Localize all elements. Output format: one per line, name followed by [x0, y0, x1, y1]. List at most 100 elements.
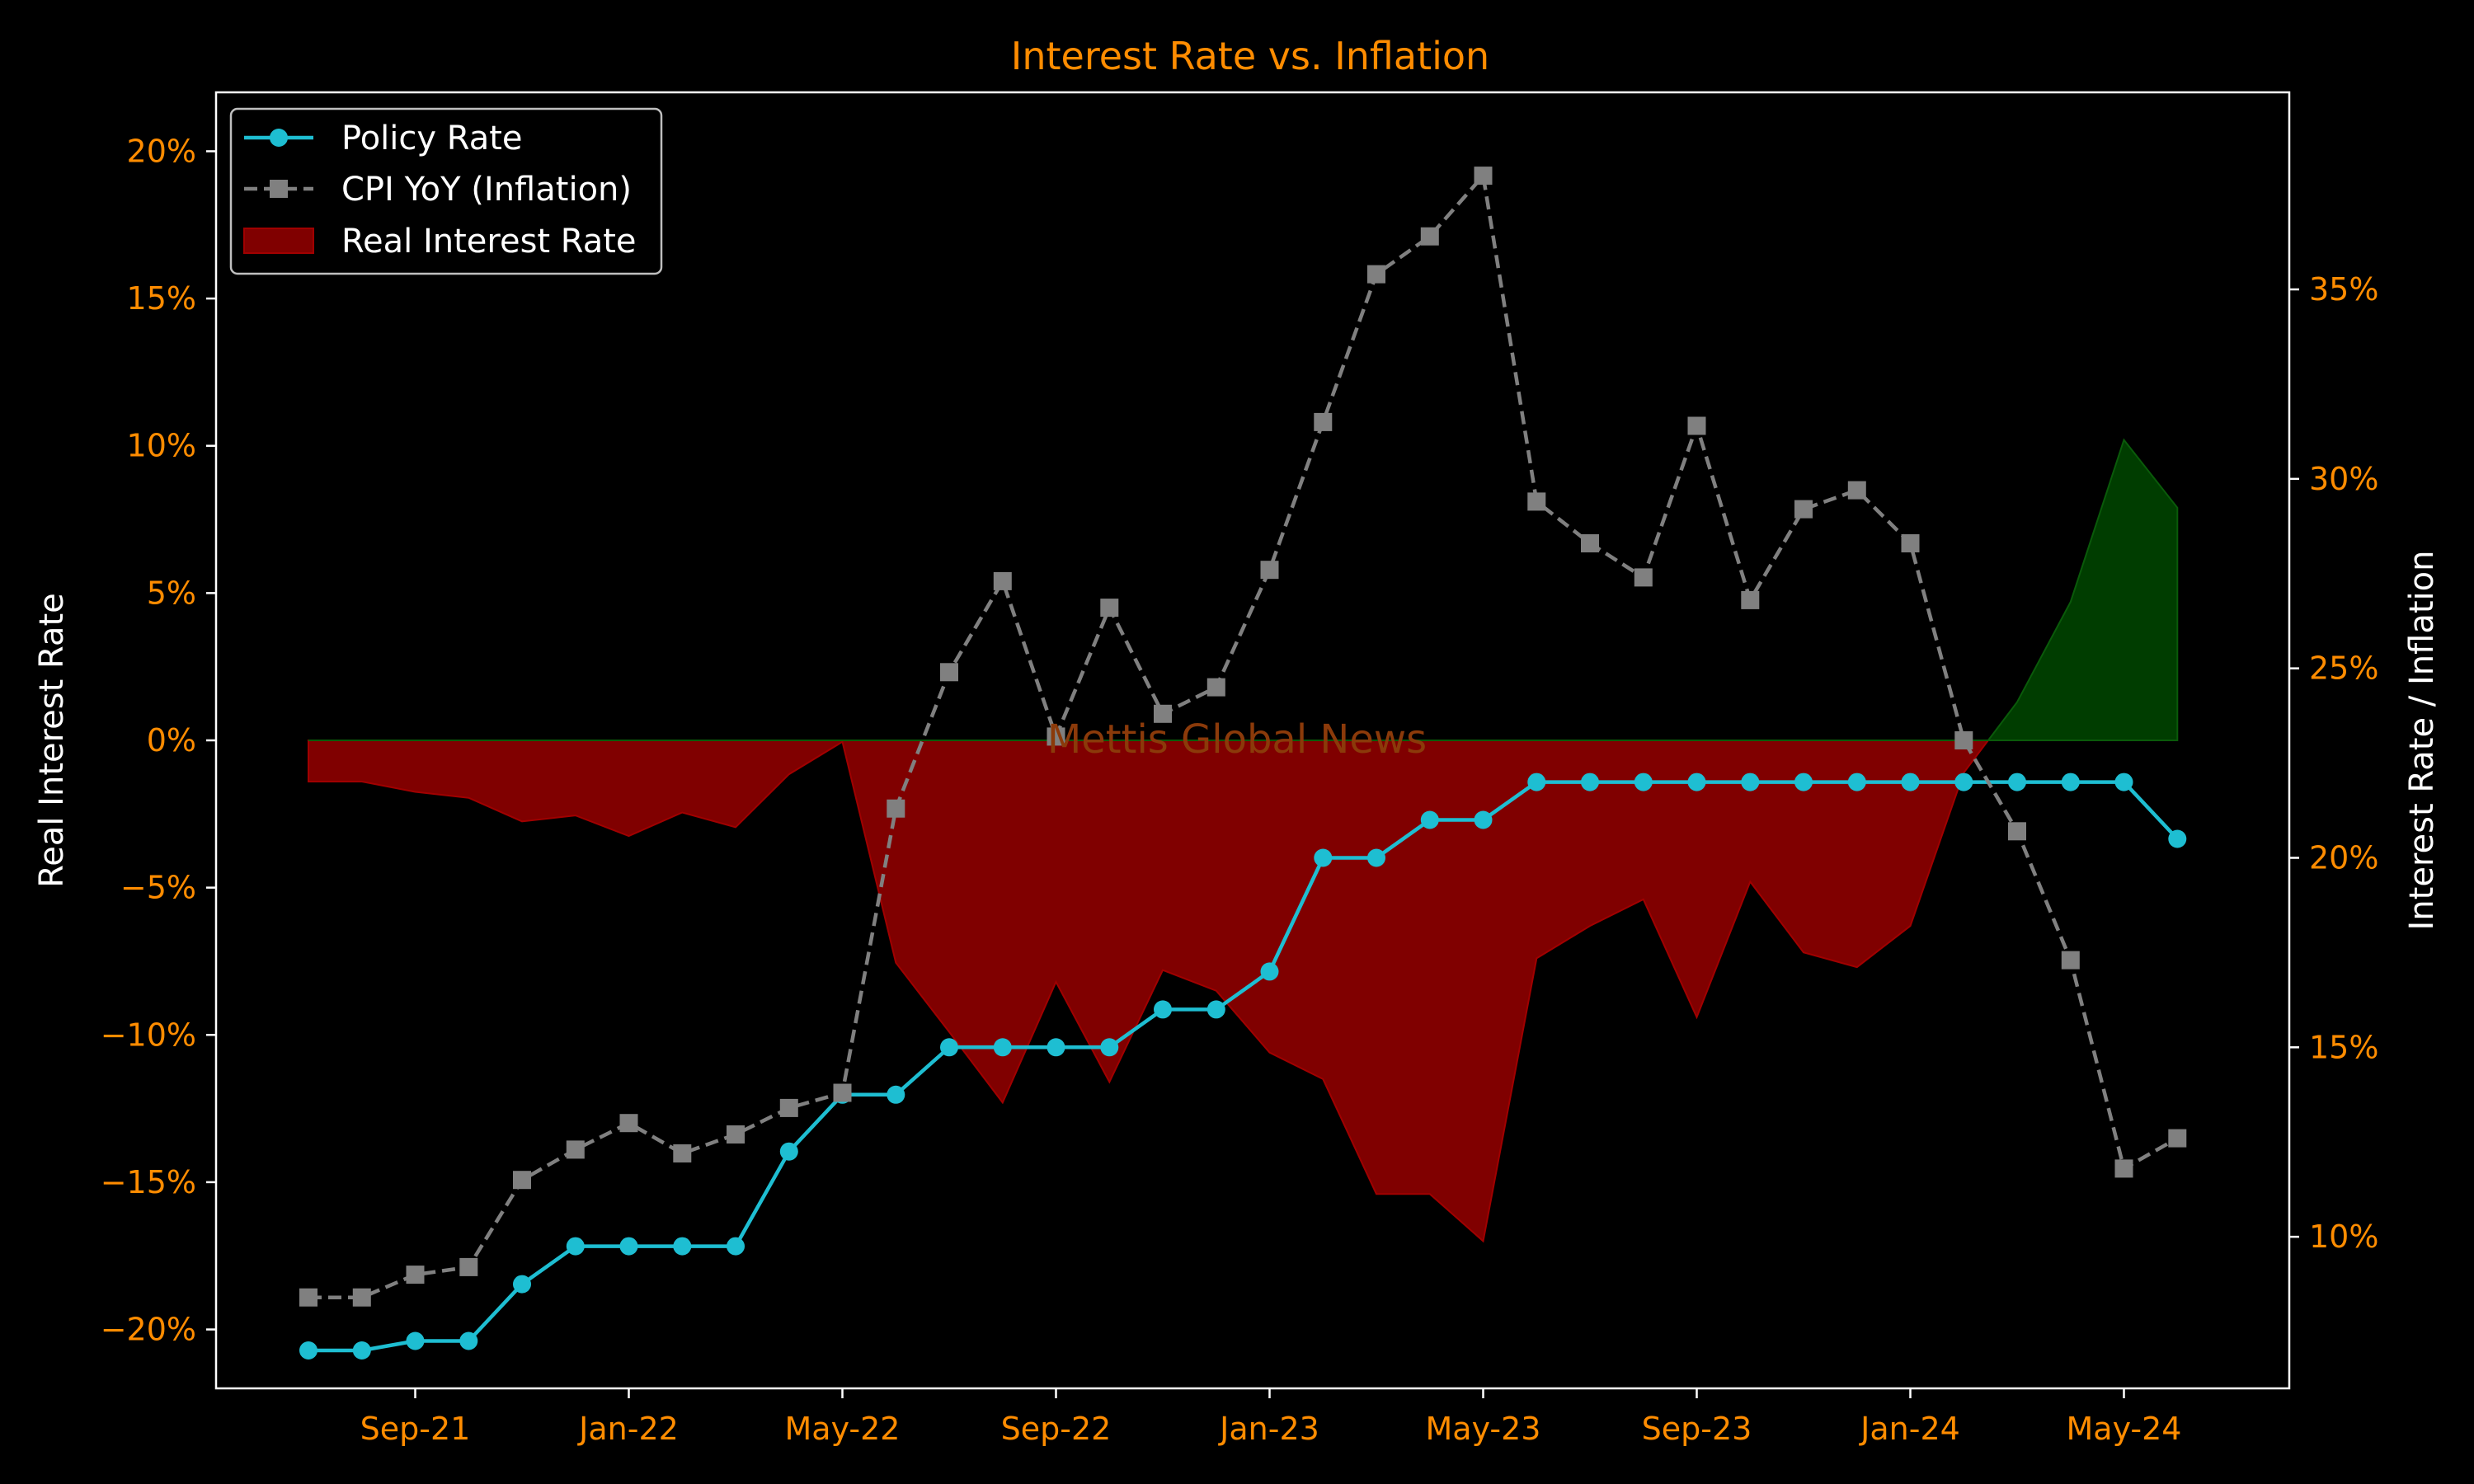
policy-rate-point [1527, 773, 1546, 791]
policy-rate-point [993, 1038, 1012, 1057]
cpi-yoy-inflation-point [833, 1083, 852, 1102]
left-tick-label: 10% [127, 428, 196, 464]
legend: Policy Rate CPI YoY (Inflation) Real Int… [229, 107, 663, 275]
cpi-yoy-inflation-point [2114, 1159, 2133, 1178]
policy-rate-point [1206, 1000, 1225, 1019]
x-tick-label: Sep-22 [1001, 1411, 1112, 1447]
x-tick-label: Jan-24 [1859, 1411, 1960, 1447]
x-tick-label: Jan-23 [1218, 1411, 1319, 1447]
policy-rate-point [1367, 848, 1385, 867]
cpi-yoy-inflation-point [459, 1257, 478, 1276]
cpi-yoy-inflation-point [1741, 590, 1760, 609]
legend-real-rate-label: Real Interest Rate [341, 223, 637, 261]
policy-rate-point [1687, 773, 1706, 791]
policy-rate-point [459, 1331, 478, 1350]
policy-rate-point [1154, 1000, 1172, 1019]
cpi-yoy-inflation-point [1420, 227, 1439, 246]
policy-rate-point [1420, 810, 1439, 829]
left-tick-label: 5% [147, 575, 196, 611]
left-axis-title: Real Interest Rate [33, 593, 71, 888]
series-markers-layer [299, 167, 2187, 1360]
cpi-yoy-inflation-point [1047, 727, 1065, 746]
policy-rate-point [2061, 773, 2080, 791]
x-tick-label: Sep-21 [360, 1411, 471, 1447]
left-axis: −20% −15% −10% −5% 0% 5% 10% 15% 20% [101, 133, 216, 1348]
right-tick-label: 35% [2309, 271, 2378, 308]
policy-rate-point [940, 1038, 958, 1057]
cpi-yoy-inflation-point [352, 1288, 371, 1307]
x-tick-label: May-22 [785, 1411, 901, 1447]
cpi-yoy-inflation-point [1260, 561, 1279, 580]
x-tick-label: Jan-22 [577, 1411, 679, 1447]
policy-rate-point [2114, 773, 2133, 791]
legend-real-rate-swatch [243, 228, 314, 254]
cpi-yoy-inflation-point [406, 1266, 425, 1284]
left-tick-label: −10% [101, 1017, 196, 1053]
cpi-yoy-inflation-point [940, 663, 958, 682]
watermark: Mettis Global News [1047, 716, 1427, 763]
cpi-yoy-inflation-point [1687, 416, 1706, 435]
cpi-yoy-inflation-point [1367, 265, 1385, 284]
cpi-yoy-inflation-point [1100, 599, 1119, 618]
policy-rate-point [1581, 773, 1599, 791]
policy-rate-point [406, 1331, 425, 1350]
left-tick-label: 15% [127, 280, 196, 317]
cpi-yoy-inflation-point [2168, 1129, 2187, 1148]
legend-cpi-label: CPI YoY (Inflation) [341, 171, 632, 209]
cpi-yoy-inflation-point [1581, 534, 1599, 552]
policy-rate-point [513, 1275, 531, 1294]
left-tick-label: −15% [101, 1164, 196, 1200]
cpi-yoy-inflation-point [887, 799, 905, 818]
x-tick-label: May-23 [1426, 1411, 1541, 1447]
policy-rate-point [1794, 773, 1813, 791]
policy-rate-point [299, 1341, 317, 1360]
cpi-yoy-inflation-point [1314, 412, 1333, 431]
right-tick-label: 25% [2309, 650, 2378, 687]
cpi-yoy-inflation-point [619, 1114, 638, 1133]
cpi-yoy-inflation-point [779, 1098, 798, 1117]
policy-rate-point [2168, 829, 2187, 848]
policy-rate-point [1100, 1038, 1119, 1057]
legend-box [229, 107, 663, 275]
cpi-yoy-inflation-point [1954, 731, 1973, 749]
left-tick-label: −5% [120, 870, 196, 906]
cpi-yoy-inflation-point [673, 1144, 692, 1162]
policy-rate-point [352, 1341, 371, 1360]
cpi-yoy-inflation-point [513, 1171, 531, 1190]
right-tick-label: 10% [2309, 1219, 2378, 1255]
policy-rate-point [1474, 810, 1493, 829]
left-tick-label: 20% [127, 133, 196, 169]
legend-policy-rate-marker [270, 129, 288, 147]
policy-rate-point [673, 1237, 692, 1256]
left-tick-label: 0% [147, 722, 196, 758]
cpi-yoy-inflation-point [1206, 678, 1225, 697]
legend-cpi-marker [270, 180, 288, 198]
cpi-yoy-inflation-point [1847, 481, 1866, 500]
policy-rate-point [2008, 773, 2026, 791]
cpi-yoy-inflation-point [1634, 568, 1653, 587]
policy-rate-point [1260, 962, 1279, 981]
right-axis: 10% 15% 20% 25% 30% 35% [2289, 271, 2378, 1255]
cpi-yoy-inflation-point [727, 1125, 745, 1144]
right-tick-label: 20% [2309, 839, 2378, 876]
cpi-yoy-inflation-point [566, 1140, 585, 1159]
cpi-yoy-inflation-point [1154, 704, 1172, 723]
chart-title: Interest Rate vs. Inflation [1011, 34, 1489, 78]
policy-rate-point [1314, 848, 1333, 867]
policy-rate-point [619, 1237, 638, 1256]
right-tick-label: 30% [2309, 461, 2378, 497]
real-rate-positive-area [308, 438, 2179, 741]
policy-rate-point [727, 1237, 745, 1256]
x-axis: Sep-21 Jan-22 May-22 Sep-22 Jan-23 May-23 Sep-… [360, 1388, 2181, 1447]
policy-rate-point [1047, 1038, 1065, 1057]
cpi-yoy-inflation-point [1527, 492, 1546, 511]
cpi-yoy-inflation-point [1794, 500, 1813, 519]
policy-rate-point [1634, 773, 1653, 791]
cpi-yoy-inflation-point [299, 1288, 317, 1307]
right-axis-title: Interest Rate / Inflation [2403, 551, 2441, 931]
policy-rate-point [566, 1237, 585, 1256]
policy-rate-point [779, 1142, 798, 1161]
cpi-yoy-inflation-point [2008, 822, 2026, 841]
x-tick-label: Sep-23 [1642, 1411, 1752, 1447]
